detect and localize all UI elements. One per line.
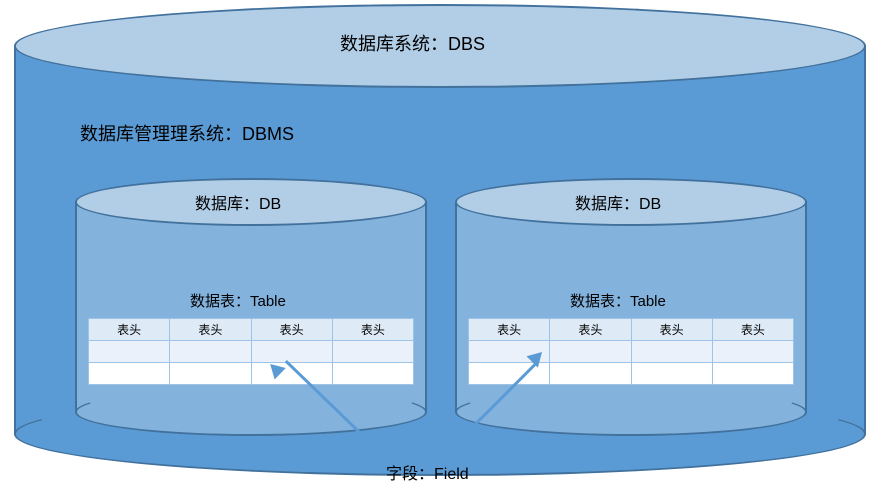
table-cell — [89, 363, 170, 385]
table-header: 表头 — [332, 319, 413, 341]
table-cell — [631, 363, 712, 385]
field-label: 字段：Field — [386, 460, 469, 484]
table-cell — [332, 341, 413, 363]
data-table: 表头表头表头表头 — [88, 318, 414, 385]
dbms-label: 数据库管理理系统：DBMS — [80, 120, 294, 146]
table-cell — [712, 363, 793, 385]
table-cell — [332, 363, 413, 385]
table-cell — [89, 341, 170, 363]
table-header: 表头 — [550, 319, 631, 341]
dbs-title: 数据库系统：DBS — [340, 30, 485, 56]
db-title: 数据库：DB — [195, 190, 281, 214]
table-header: 表头 — [631, 319, 712, 341]
db-title: 数据库：DB — [575, 190, 661, 214]
table-cell — [550, 341, 631, 363]
table-header: 表头 — [712, 319, 793, 341]
table-cell — [251, 341, 332, 363]
table-cell — [170, 363, 251, 385]
table-header: 表头 — [89, 319, 170, 341]
table-label: 数据表：Table — [570, 290, 666, 311]
table-header: 表头 — [251, 319, 332, 341]
table-cell — [170, 341, 251, 363]
table-header: 表头 — [170, 319, 251, 341]
table-header: 表头 — [469, 319, 550, 341]
table-label: 数据表：Table — [190, 290, 286, 311]
table-cell — [631, 341, 712, 363]
table-cell — [550, 363, 631, 385]
data-table: 表头表头表头表头 — [468, 318, 794, 385]
table-cell — [712, 341, 793, 363]
